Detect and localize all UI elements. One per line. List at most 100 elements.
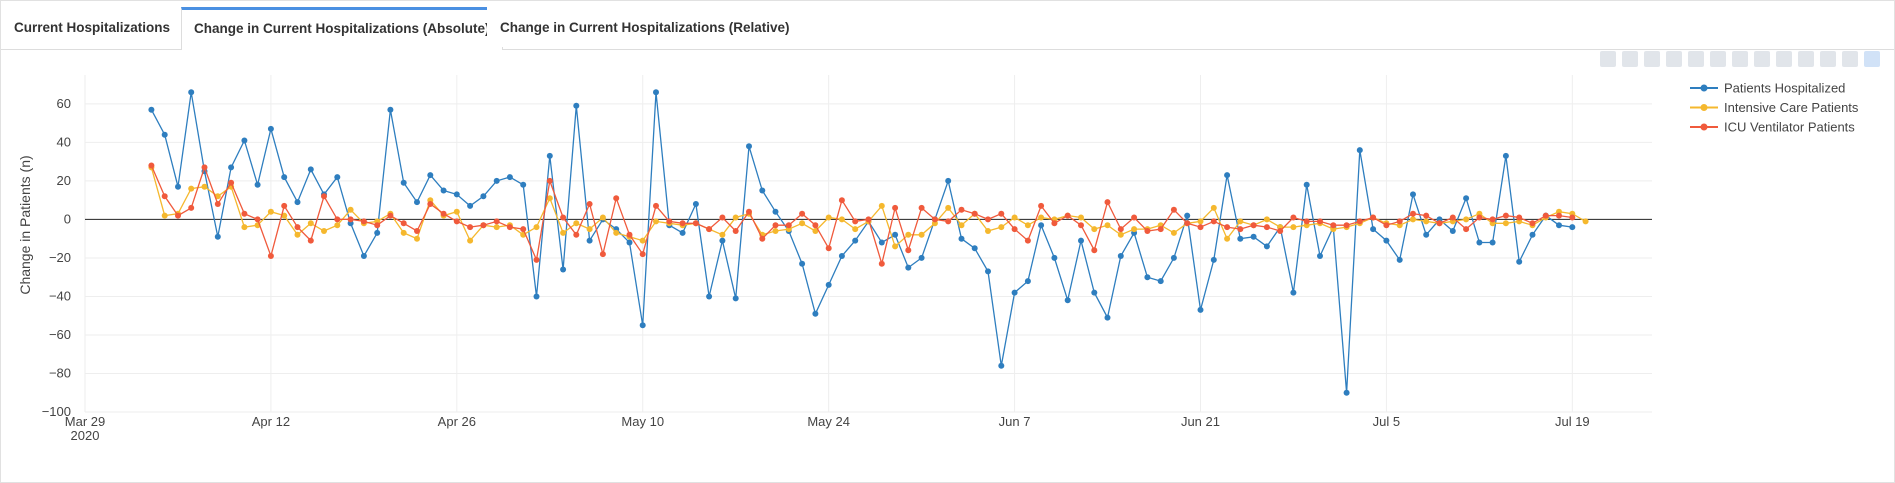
home-icon[interactable] (1776, 51, 1792, 67)
data-point (1343, 222, 1350, 229)
zoom-in-icon[interactable] (1710, 51, 1726, 67)
data-point (599, 251, 606, 258)
plotly-logo-icon[interactable] (1864, 51, 1880, 67)
data-point (613, 229, 620, 236)
data-point (241, 210, 248, 217)
data-point (1250, 222, 1257, 229)
data-point (440, 210, 447, 217)
zoom-icon[interactable] (1622, 51, 1638, 67)
data-point (732, 214, 739, 221)
data-point (1476, 239, 1483, 246)
tab-current-hospitalizations[interactable]: Current Hospitalizations (1, 7, 184, 47)
data-point (626, 231, 633, 238)
data-point (241, 137, 248, 144)
box-select-icon[interactable] (1666, 51, 1682, 67)
hover-compare-icon[interactable] (1842, 51, 1858, 67)
data-point (1502, 152, 1509, 159)
zoom-out-icon[interactable] (1732, 51, 1748, 67)
data-point (560, 229, 567, 236)
data-point (639, 322, 646, 329)
data-point (719, 214, 726, 221)
data-point (1078, 237, 1084, 244)
data-point (414, 235, 420, 242)
data-point (1051, 254, 1058, 261)
data-point (294, 231, 301, 238)
data-point (493, 224, 500, 231)
data-point (719, 231, 726, 238)
data-point (267, 125, 274, 132)
spike-lines-icon[interactable] (1798, 51, 1814, 67)
lasso-select-icon[interactable] (1688, 51, 1704, 67)
x-tick-label: Apr 26 (438, 414, 476, 429)
data-point (307, 166, 314, 173)
data-point (1184, 212, 1191, 219)
hover-closest-icon[interactable] (1820, 51, 1836, 67)
tab-change-relative[interactable]: Change in Current Hospitalizations (Rela… (487, 7, 803, 47)
data-point (825, 281, 832, 288)
y-tick-label: −40 (49, 288, 71, 303)
data-point (214, 233, 221, 240)
data-point (852, 237, 859, 244)
data-point (214, 193, 221, 200)
data-point (838, 197, 845, 204)
data-point (1224, 224, 1231, 231)
data-point (1038, 202, 1045, 209)
data-point (1104, 199, 1111, 206)
x-tick-label: May 10 (621, 414, 664, 429)
data-point (1423, 218, 1430, 225)
tab-change-absolute[interactable]: Change in Current Hospitalizations (Abso… (181, 7, 503, 50)
data-point (772, 222, 779, 229)
data-point (506, 174, 513, 181)
data-point (254, 216, 261, 223)
pan-icon[interactable] (1644, 51, 1660, 67)
data-point (586, 237, 593, 244)
series-line (150, 165, 1573, 267)
data-point (374, 222, 381, 229)
data-point (1582, 218, 1589, 225)
grid-lines (84, 75, 1652, 413)
data-point (188, 204, 195, 211)
data-point (958, 206, 965, 213)
data-point (706, 226, 713, 233)
data-point (918, 254, 925, 261)
data-point (958, 222, 965, 229)
data-point (1410, 210, 1416, 217)
data-point (785, 222, 792, 229)
data-point (799, 210, 806, 217)
data-point (1569, 224, 1576, 231)
camera-icon[interactable] (1600, 51, 1616, 67)
data-point (1011, 289, 1018, 296)
data-point (985, 268, 991, 275)
data-point (1449, 214, 1456, 221)
data-point (520, 226, 527, 233)
data-point (985, 228, 991, 234)
data-point (1197, 224, 1204, 231)
data-point (626, 239, 633, 246)
legend: Patients Hospitalized Intensive Care Pati… (1690, 81, 1859, 135)
data-point (1436, 220, 1443, 227)
data-point (1370, 214, 1377, 221)
data-point (400, 179, 407, 186)
data-point (892, 231, 899, 238)
data-point (1237, 218, 1244, 225)
data-point (732, 295, 739, 302)
data-point (905, 264, 912, 271)
data-point (586, 226, 593, 233)
data-point (1489, 239, 1496, 246)
data-point (1024, 222, 1031, 229)
data-point (1330, 222, 1337, 229)
data-point (1210, 218, 1217, 225)
data-point (321, 228, 327, 234)
legend-item: Patients Hospitalized (1690, 81, 1845, 96)
data-point (878, 202, 885, 209)
autoscale-icon[interactable] (1754, 51, 1770, 67)
data-point (175, 183, 181, 190)
data-point (440, 187, 447, 194)
data-point (334, 216, 341, 223)
data-point (281, 174, 288, 181)
data-point (679, 229, 686, 236)
data-point (1410, 216, 1416, 223)
data-point (1317, 253, 1323, 259)
